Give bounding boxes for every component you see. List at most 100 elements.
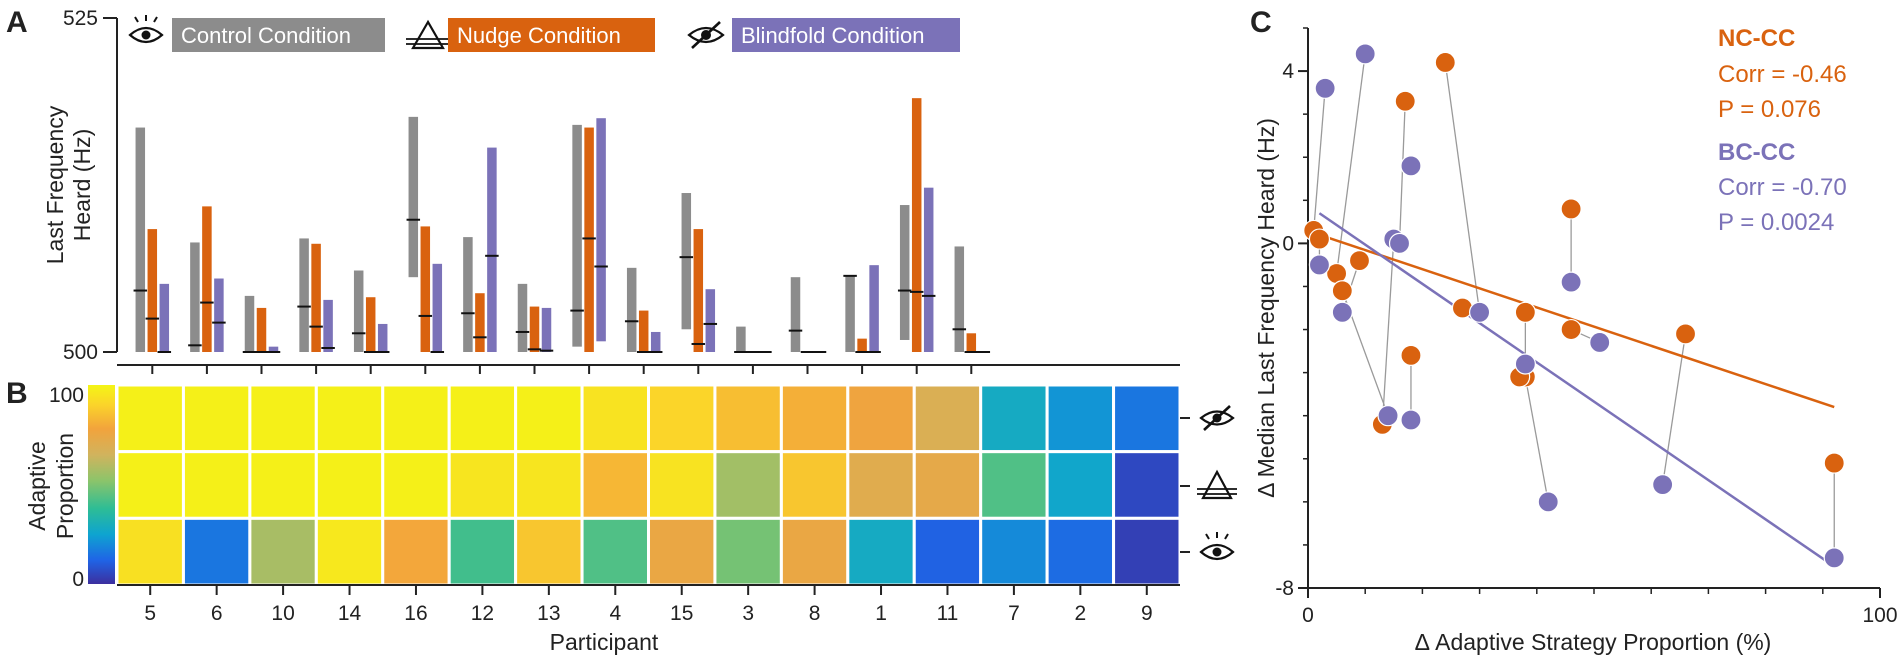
heatmap-cell-nudge-p16 [381,450,451,520]
point-nc-cc-4 [1348,250,1371,272]
bar-blindfold-p14 [323,299,333,352]
point-bc-cc-11 [1537,491,1559,513]
point-nc-cc-6 [1394,90,1416,112]
heatmap-cell-blindfold-p4 [580,383,650,454]
panel-b-colorbar-min: 0 [72,568,84,591]
panel-b-xtick-label-1: 1 [875,602,887,625]
bar-nudge-p9 [966,333,977,352]
bar-nudge-p5 [147,229,158,352]
bar-blindfold-p12 [432,263,443,352]
heatmap-cell-control-p15 [647,516,717,587]
heatmap-cell-control-p12 [447,516,518,587]
bar-blindfold-p15 [596,118,606,342]
legend-blindfold-swatch [732,18,960,52]
bar-blindfold-p16 [377,323,388,352]
heatmap-cell-blindfold-p3 [713,383,783,454]
heatmap-cell-nudge-p9 [1112,450,1182,520]
bar-control-p8 [681,193,692,330]
heatmap-cell-nudge-p13 [514,450,584,520]
point-bc-cc-14 [1652,474,1674,496]
point-bc-cc-2 [1331,301,1353,323]
bar-control-p11 [790,277,801,352]
panel-b-xticks: 5 6 10 14 16 12 13 4 15 3 8 1 11 7 2 9 [144,585,1153,625]
panel-b-xtick-label-12: 12 [471,602,494,625]
panel-c-ytick-label-4: 4 [1282,60,1294,83]
panel-c-ytick-label--8: -8 [1275,577,1294,600]
panel-c-ticks: 4 0 -8 0 100 [1275,27,1898,627]
pair-line-6 [1398,101,1406,244]
bar-nudge-p15 [584,127,594,352]
bar-control-p13 [463,237,473,352]
point-nc-cc-15 [1674,323,1697,345]
bar-blindfold-p10 [268,346,279,352]
bar-blindfold-p13 [487,147,497,352]
heatmap-cell-blindfold-p10 [248,383,318,454]
heatmap-cell-control-p13 [514,516,584,587]
bar-blindfold-p6 [214,278,224,352]
heatmap-cell-nudge-p1 [846,450,916,520]
point-bc-cc-13 [1589,331,1611,354]
bar-control-p10 [244,295,255,352]
panel-b-xtick-label-9: 9 [1141,602,1153,625]
triangle-lines-icon [406,19,450,50]
panel-a-bar-chart: 525 500 Last Frequency Heard (Hz) [42,7,1180,374]
point-bc-cc-0 [1308,254,1331,276]
bar-control-p15 [572,124,582,347]
panel-b-xtick-label-8: 8 [809,602,821,625]
bar-control-p7 [845,275,855,352]
heatmap-cell-nudge-p8 [779,450,850,520]
heatmap-cell-blindfold-p14 [314,383,385,454]
heatmap-cell-nudge-p4 [580,450,650,520]
panel-b-cells [115,383,1182,587]
bar-control-p2 [899,205,910,340]
bar-nudge-p2 [911,98,922,352]
legend-control-label: Control Condition [181,23,351,48]
bar-blindfold-p3 [650,331,661,352]
heatmap-cell-nudge-p7 [979,450,1049,520]
panel-b-xtick-label-14: 14 [338,602,362,625]
point-nc-cc-3 [1331,280,1353,302]
bar-control-p5 [135,127,146,352]
point-nc-cc-16 [1823,452,1845,474]
heatmap-cell-blindfold-p8 [779,383,850,454]
point-bc-cc-3 [1354,43,1376,65]
bc-cc-title: BC-CC [1718,139,1795,166]
pair-line-7 [1444,62,1481,313]
crossed-eye-icon [687,21,725,49]
panel-b-xlabel: Participant [550,629,659,655]
heatmap-cell-nudge-p15 [647,450,717,520]
heatmap-cell-control-p10 [248,516,318,587]
heatmap-cell-control-p4 [580,516,650,587]
panel-a-bars [133,98,991,353]
bar-nudge-p13 [475,293,485,352]
heatmap-cell-nudge-p5 [115,450,185,520]
panel-b-xtick-label-13: 13 [537,602,560,625]
heatmap-cell-blindfold-p7 [979,383,1049,454]
pair-line-2 [1335,53,1366,274]
panel-b-xtick-label-7: 7 [1008,602,1020,625]
bar-blindfold-p7 [869,265,879,352]
bar-control-p12 [408,116,419,278]
panel-b-xtick-label-3: 3 [742,602,754,625]
bar-blindfold-p5 [159,283,170,352]
bar-nudge-p6 [202,206,212,352]
pair-line-15 [1661,333,1687,485]
bar-nudge-p10 [256,307,267,352]
bar-control-p1 [736,326,746,352]
panel-c-fit-lines [1318,212,1835,568]
point-bc-cc-15 [1823,547,1845,569]
heatmap-cell-blindfold-p1 [846,383,916,454]
heatmap-cell-nudge-p11 [912,450,983,520]
legend: Control Condition Nudge Condition Blindf… [128,15,960,52]
bar-control-p6 [190,242,200,352]
panel-b-heatmap: 100 0 Adaptive Proportion 5 6 10 14 16 12 13 4 1… [24,383,1237,655]
heatmap-cell-blindfold-p6 [181,383,252,454]
heatmap-cell-blindfold-p16 [381,383,451,454]
legend-nudge-label: Nudge Condition [457,23,621,48]
eye-icon [128,15,164,44]
panel-a-ylabel-line2: Heard (Hz) [69,129,95,241]
heatmap-cell-blindfold-p5 [115,383,185,454]
panel-b-xtick-label-11: 11 [937,602,959,625]
heatmap-cell-nudge-p10 [248,450,318,520]
